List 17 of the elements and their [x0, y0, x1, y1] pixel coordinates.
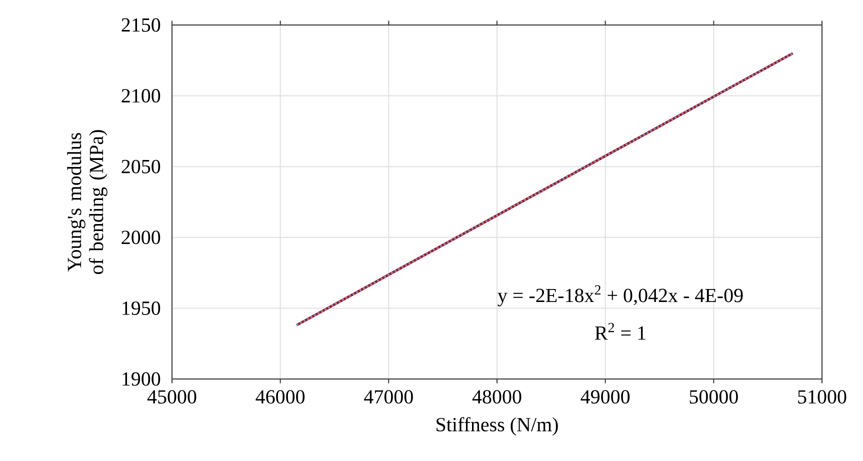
- x-tick-label: 45000: [147, 390, 196, 404]
- x-axis-title: Stiffness (N/m): [436, 417, 558, 436]
- y-tick-label: 1950: [122, 301, 160, 315]
- y-tick-label: 2150: [122, 18, 160, 32]
- y-tick-label: 2000: [122, 230, 160, 244]
- x-tick-label: 47000: [364, 390, 413, 404]
- x-tick-label: 50000: [690, 390, 738, 404]
- y-tick-label: 2100: [122, 89, 160, 103]
- annotation: R$^{2}$ = 1: [595, 322, 646, 340]
- annotation: y = -2E-18x$^{2}$ + 0,042x - 4E-09: [498, 285, 743, 306]
- y-tick-label: 2050: [122, 160, 160, 174]
- y-tick-label: 1900: [122, 372, 160, 386]
- x-tick-label: 48000: [472, 390, 522, 404]
- y-axis-title: Young's modulus of bending (MPa): [67, 130, 108, 274]
- x-tick-label: 51000: [798, 390, 846, 404]
- x-tick-label: 49000: [580, 390, 630, 404]
- x-tick-label: 46000: [256, 390, 305, 404]
